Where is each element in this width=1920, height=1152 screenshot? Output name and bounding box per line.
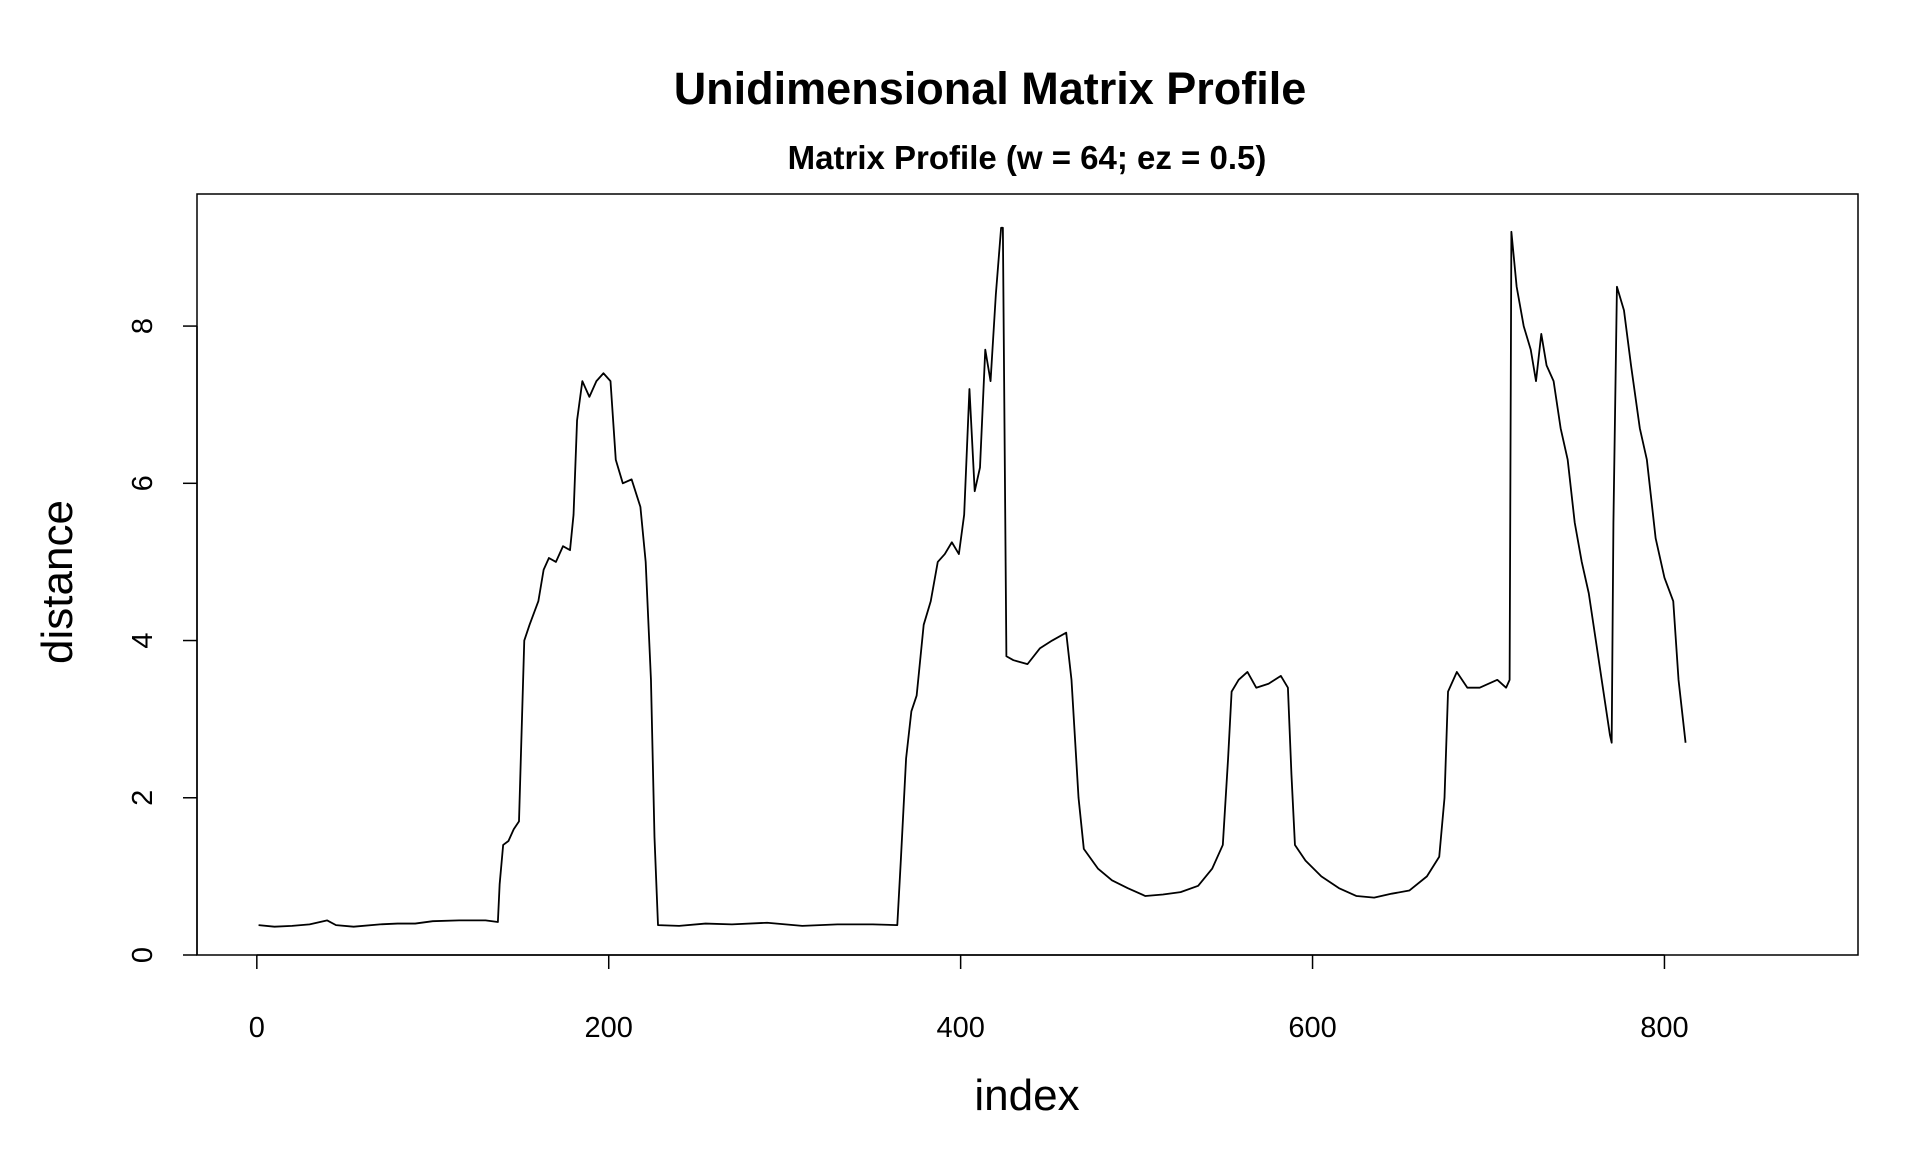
plot-frame: [196, 193, 1859, 956]
chart-title: Unidimensional Matrix Profile: [674, 63, 1307, 114]
x-tick-label: 600: [1288, 1012, 1336, 1044]
x-tick-label: 200: [585, 1012, 633, 1044]
y-tick-label: 2: [127, 790, 159, 806]
y-tick-label: 8: [127, 318, 159, 334]
chart-subtitle: Matrix Profile (w = 64; ez = 0.5): [788, 139, 1267, 176]
data-line: [258, 226, 1687, 928]
x-tick-label: 800: [1640, 1012, 1688, 1044]
x-tick-label: 0: [249, 1012, 265, 1044]
x-axis-label: index: [974, 1071, 1079, 1120]
y-tick-label: 6: [127, 475, 159, 491]
y-axis-label: distance: [33, 500, 82, 664]
y-tick-label: 4: [127, 632, 159, 648]
x-tick-label: 400: [936, 1012, 984, 1044]
y-tick-label: 0: [127, 947, 159, 963]
